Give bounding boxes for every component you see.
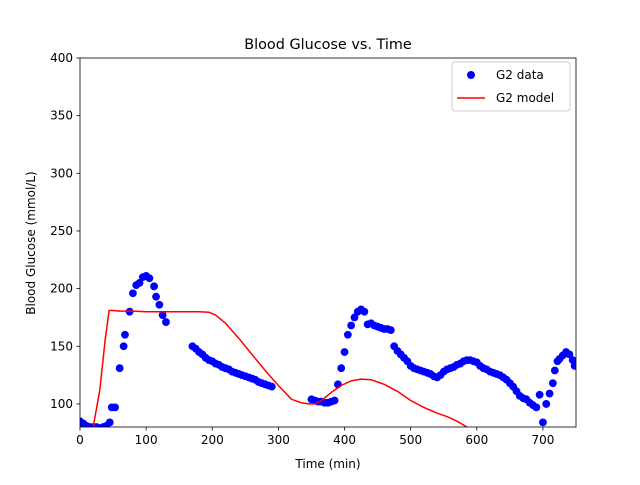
legend: G2 data G2 model	[451, 61, 571, 112]
legend-label-g2-data: G2 data	[496, 68, 544, 82]
x-tick-label: 300	[267, 433, 290, 447]
axes-layer: 0 100 200 300 400 500 600 700 100 150 200 250 300 350…	[50, 51, 577, 447]
model-line	[92, 309, 468, 427]
y-axis-label: Blood Glucose (mmol/L)	[24, 171, 38, 314]
data-point	[565, 350, 574, 359]
legend-label-g2-model: G2 model	[496, 91, 554, 105]
marks-layer	[80, 272, 576, 427]
x-axis-label: Time (min)	[294, 457, 360, 471]
data-point	[135, 278, 144, 287]
y-tick-label: 350	[50, 109, 73, 123]
x-tick-label: 200	[201, 433, 224, 447]
data-point	[152, 292, 160, 301]
data-point	[337, 364, 346, 373]
data-point	[360, 307, 369, 316]
legend-marker-g2-data	[467, 71, 475, 79]
data-point	[550, 366, 559, 375]
data-point	[121, 330, 129, 339]
x-tick-label: 100	[135, 433, 158, 447]
y-tick-label: 150	[50, 339, 73, 353]
data-point	[105, 418, 114, 427]
data-point	[115, 364, 124, 373]
chart-title: Blood Glucose vs. Time	[244, 37, 412, 53]
y-tick-label: 300	[50, 166, 73, 180]
data-point	[386, 326, 395, 335]
x-tick-label: 500	[399, 433, 422, 447]
data-point	[539, 418, 547, 427]
data-point	[267, 382, 276, 391]
data-point	[347, 321, 356, 330]
data-point	[532, 403, 541, 412]
data-point	[162, 318, 170, 326]
data-point	[548, 379, 557, 388]
data-point	[155, 300, 164, 309]
data-point	[150, 282, 158, 291]
y-tick-label: 200	[50, 282, 73, 296]
x-tick-label: 700	[531, 433, 554, 447]
data-point	[545, 389, 554, 398]
x-tick-label: 0	[76, 433, 84, 447]
data-point	[542, 400, 551, 408]
y-tick-label: 250	[50, 224, 73, 238]
x-tick-label: 400	[333, 433, 356, 447]
data-point	[570, 361, 576, 370]
data-point	[145, 274, 154, 283]
y-tick-label: 100	[50, 397, 73, 411]
data-point	[343, 330, 352, 339]
data-point	[340, 348, 349, 356]
y-tick-label: 400	[50, 51, 73, 65]
data-point	[158, 311, 167, 320]
plot-frame	[79, 57, 577, 428]
x-tick-label: 600	[465, 433, 488, 447]
data-point	[350, 313, 359, 322]
data-point	[330, 396, 339, 405]
data-point	[129, 289, 137, 298]
data-point	[119, 342, 128, 351]
data-point	[111, 403, 119, 412]
data-point	[535, 390, 544, 399]
